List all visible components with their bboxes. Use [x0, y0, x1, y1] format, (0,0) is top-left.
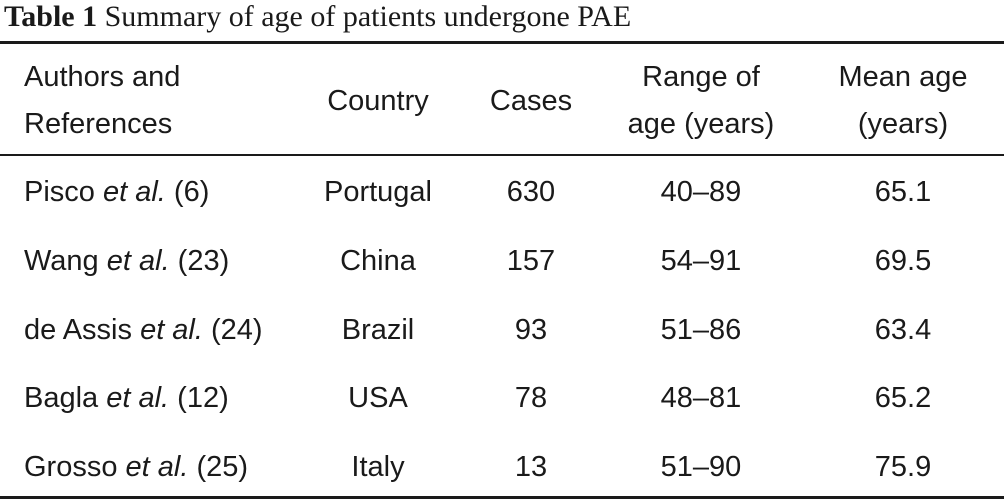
author-reference: (6)	[165, 176, 210, 208]
cell-cases: 93	[514, 314, 548, 346]
author-et-al: et al.	[106, 382, 170, 414]
author-et-al: et al.	[140, 314, 203, 346]
header-mean-age-line-2: (years)	[857, 108, 949, 140]
author-name: Pisco	[24, 176, 103, 208]
cell-age-range: 54–91	[660, 245, 742, 277]
cell-age-range: 48–81	[660, 382, 742, 414]
author-name: Grosso	[24, 451, 126, 483]
header-authors-line-1: Authors and	[24, 61, 181, 93]
cell-mean-age: 63.4	[874, 314, 932, 346]
header-cases-line-1: Cases	[489, 84, 573, 117]
table-top-rule	[0, 41, 1004, 44]
header-mean-age: Mean age (years)	[803, 54, 1003, 148]
cell-mean-age: 75.9	[874, 451, 932, 483]
author-reference: (23)	[169, 245, 230, 277]
header-age-range-line-1: Range of	[642, 61, 760, 93]
author-reference: (12)	[169, 382, 229, 414]
cell-cases: 157	[506, 245, 556, 277]
author-reference: (25)	[188, 451, 249, 483]
cell-mean-age: 65.2	[874, 382, 932, 414]
table-header-rule	[0, 154, 1004, 156]
header-cases: Cases	[471, 54, 591, 148]
header-country-line-1: Country	[327, 84, 429, 117]
author-et-al: et al.	[125, 451, 189, 483]
cell-author: Bagla et al. (12)	[24, 378, 324, 418]
table-caption-label: Table 1	[4, 0, 98, 33]
table-caption: Table 1 Summary of age of patients under…	[4, 0, 631, 38]
header-mean-age-line-1: Mean age	[838, 61, 968, 93]
cell-country: Italy	[351, 451, 405, 483]
cell-mean-age: 69.5	[874, 245, 932, 277]
author-name: de Assis	[24, 314, 141, 346]
cell-country: USA	[348, 382, 408, 414]
author-reference: (24)	[202, 314, 263, 346]
header-authors-line-2: References	[24, 108, 173, 140]
cell-country: Brazil	[341, 314, 415, 346]
author-et-al: et al.	[106, 245, 170, 277]
table-bottom-rule	[0, 496, 1004, 499]
table-caption-text: Summary of age of patients undergone PAE	[97, 0, 632, 33]
header-age-range: Range of age (years)	[600, 54, 802, 148]
cell-age-range: 51–86	[660, 314, 742, 346]
cell-mean-age: 65.1	[874, 176, 932, 208]
author-name: Bagla	[24, 382, 107, 414]
header-age-range-line-2: age (years)	[627, 108, 775, 140]
header-country: Country	[298, 54, 458, 148]
cell-cases: 78	[514, 382, 548, 414]
cell-author: Grosso et al. (25)	[24, 447, 324, 487]
header-authors: Authors and References	[24, 54, 304, 148]
cell-author: Wang et al. (23)	[24, 241, 324, 281]
cell-country: China	[340, 245, 416, 277]
cell-cases: 630	[506, 176, 556, 208]
cell-country: Portugal	[323, 176, 432, 208]
cell-cases: 13	[514, 451, 548, 483]
author-et-al: et al.	[102, 176, 166, 208]
cell-author: Pisco et al. (6)	[24, 172, 324, 212]
cell-age-range: 51–90	[660, 451, 742, 483]
cell-author: de Assis et al. (24)	[24, 310, 324, 350]
cell-age-range: 40–89	[660, 176, 742, 208]
author-name: Wang	[24, 245, 107, 277]
